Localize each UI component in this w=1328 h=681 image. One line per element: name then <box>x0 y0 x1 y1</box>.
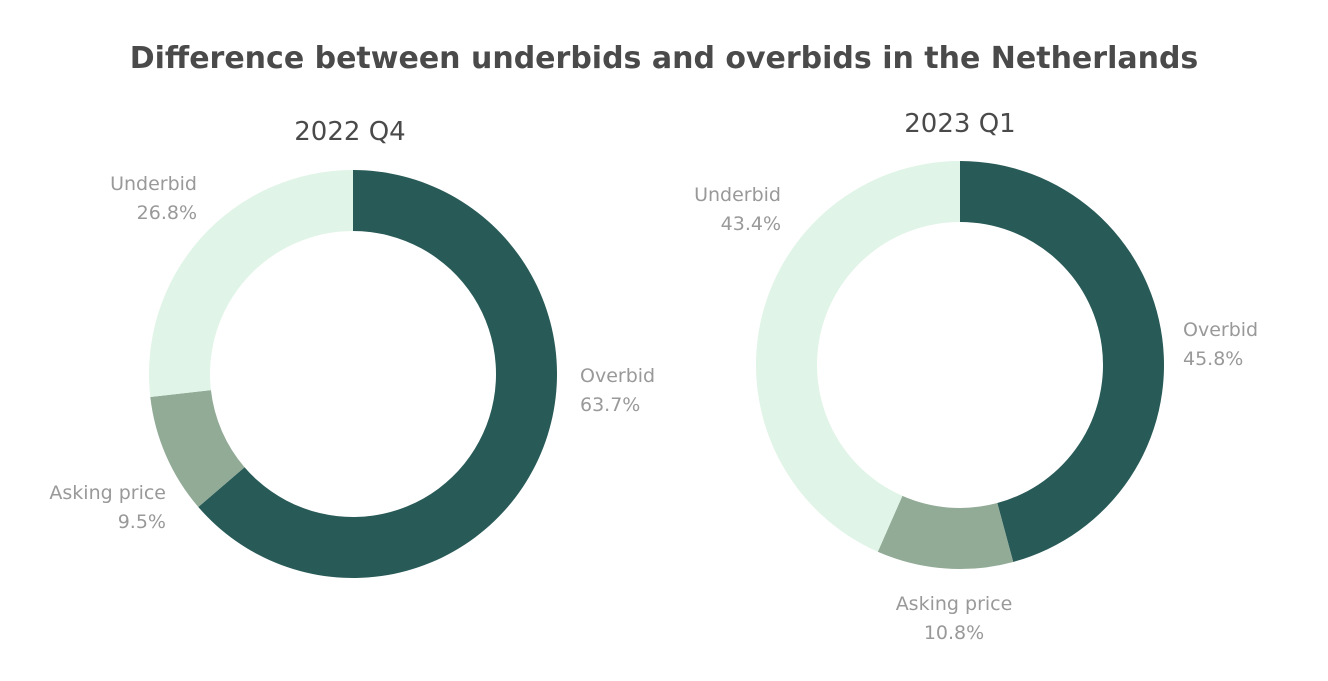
slice-label-overbid-2023-q1: Overbid 45.8% <box>1183 319 1258 370</box>
donut-2023-q1: 2023 Q1 Overbid 45.8% Asking price 10.8% Und… <box>694 109 1258 644</box>
donut-subtitle-2023-q1: 2023 Q1 <box>904 109 1015 139</box>
donut-2022-q4: 2022 Q4 Overbid 63.7% Asking price 9.5% Unde… <box>49 117 655 578</box>
slice-name-overbid-2022-q4: Overbid <box>580 365 655 387</box>
slice-label-asking-price-2023-q1: Asking price 10.8% <box>896 593 1013 644</box>
slice-underbid-2022-q4 <box>149 170 353 398</box>
slice-name-underbid-2022-q4: Underbid <box>110 173 197 195</box>
slice-label-underbid-2022-q4: Underbid 26.8% <box>110 173 197 224</box>
slice-name-asking-price-2022-q4: Asking price <box>49 482 166 504</box>
chart-title: Difference between underbids and overbid… <box>130 41 1199 76</box>
slice-value-underbid-2022-q4: 26.8% <box>137 202 197 224</box>
slice-name-overbid-2023-q1: Overbid <box>1183 319 1258 341</box>
slice-underbid-2023-q1 <box>756 161 960 552</box>
slice-name-asking-price-2023-q1: Asking price <box>896 593 1013 615</box>
slice-name-underbid-2023-q1: Underbid <box>694 184 781 206</box>
slice-label-underbid-2023-q1: Underbid 43.4% <box>694 184 781 235</box>
slice-overbid-2022-q4 <box>198 170 557 578</box>
slice-asking-price-2022-q4 <box>150 390 245 507</box>
slice-value-asking-price-2022-q4: 9.5% <box>118 511 166 533</box>
slice-value-overbid-2022-q4: 63.7% <box>580 394 640 416</box>
slice-value-underbid-2023-q1: 43.4% <box>721 213 781 235</box>
slice-label-asking-price-2022-q4: Asking price 9.5% <box>49 482 166 533</box>
slice-value-overbid-2023-q1: 45.8% <box>1183 348 1243 370</box>
donut-subtitle-2022-q4: 2022 Q4 <box>294 117 405 147</box>
slice-value-asking-price-2023-q1: 10.8% <box>924 622 984 644</box>
slice-asking-price-2023-q1 <box>877 495 1014 570</box>
slice-label-overbid-2022-q4: Overbid 63.7% <box>580 365 655 416</box>
slice-overbid-2023-q1 <box>960 161 1164 562</box>
